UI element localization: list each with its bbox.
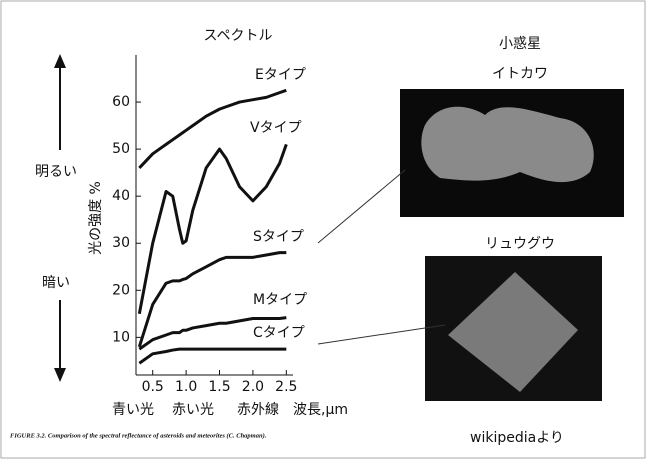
band-label: 赤い光 — [172, 402, 214, 418]
x-tick-label: 1.0 — [175, 379, 197, 395]
band-label: 赤外線 — [237, 402, 279, 418]
y-tick-label: 10 — [112, 329, 130, 345]
y-tick-label: 40 — [112, 188, 130, 204]
bright-label: 明るい — [35, 164, 77, 180]
series-label: Cタイプ — [253, 325, 305, 341]
y-tick-label: 60 — [112, 94, 130, 110]
x-tick-label: 1.5 — [208, 379, 230, 395]
x-tick-label: 2.5 — [275, 379, 297, 395]
x-tick-label: 0.5 — [142, 379, 164, 395]
itokawa-label: イトカワ — [492, 66, 548, 82]
y-axis-title: 光の強度 % — [88, 181, 104, 255]
series-label: Eタイプ — [255, 67, 306, 83]
asteroid-title: 小惑星 — [499, 36, 541, 52]
y-tick-label: 30 — [112, 235, 130, 251]
y-tick-label: 20 — [112, 282, 130, 298]
x-axis-title: 波長,μm — [293, 402, 348, 418]
series-label: Vタイプ — [250, 120, 302, 136]
slide: スペクトル 光の強度 % 波長,μm 明るい 暗い 青い光 赤い光 赤外線 FI… — [0, 0, 646, 459]
series-label: Sタイプ — [253, 229, 304, 245]
y-tick-label: 50 — [112, 141, 130, 157]
caption: FIGURE 3.2. Comparison of the spectral r… — [10, 432, 267, 439]
x-tick-label: 2.0 — [242, 379, 264, 395]
source-label: wikipediaより — [470, 430, 564, 446]
chart-title: スペクトル — [203, 28, 272, 44]
ryugu-label: リュウグウ — [485, 236, 555, 252]
dark-label: 暗い — [42, 275, 70, 291]
band-label: 青い光 — [112, 402, 154, 418]
series-label: Mタイプ — [253, 292, 307, 308]
